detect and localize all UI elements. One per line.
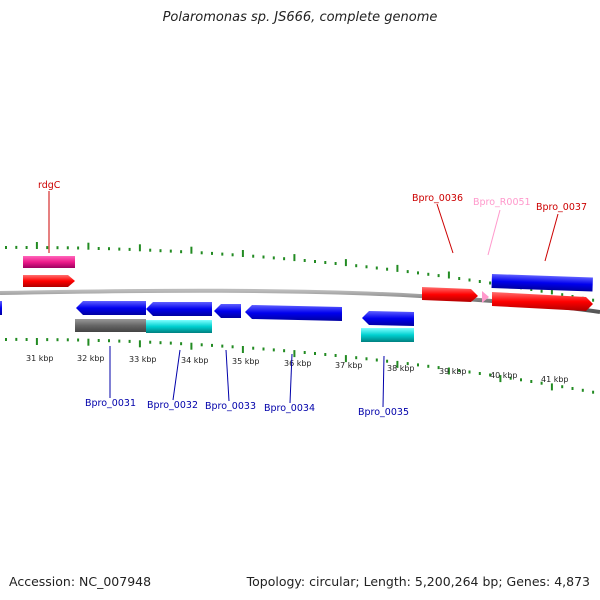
- bpro-0036-gene[interactable]: [422, 287, 478, 302]
- bpro-0037-cds[interactable]: [491, 274, 593, 292]
- scale-label-33kbp: 33 kbp: [129, 355, 157, 364]
- bpro-r0051-feature[interactable]: [482, 291, 489, 303]
- bpro-0037-gene[interactable]: [492, 292, 593, 311]
- gene-label-rdgC[interactable]: rdgC: [38, 180, 61, 191]
- genome-summary-text: Topology: circular; Length: 5,200,264 bp…: [246, 574, 590, 589]
- scale-label-34kbp: 34 kbp: [181, 356, 209, 365]
- gene-label-bpro-0035[interactable]: Bpro_0035: [358, 407, 409, 418]
- gene-label-bpro-0031[interactable]: Bpro_0031: [85, 398, 136, 409]
- gene-label-bpro-r0051[interactable]: Bpro_R0051: [473, 197, 531, 208]
- map-title: Polaromonas sp. JS666, complete genome: [162, 10, 438, 25]
- scale-label-31kbp: 31 kbp: [26, 354, 54, 363]
- scale-label-35kbp: 35 kbp: [232, 357, 260, 366]
- bpro-0031-gene[interactable]: [76, 301, 146, 315]
- bpro-0032-gene[interactable]: [146, 302, 212, 316]
- scale-labels: 31 kbp 32 kbp 33 kbp 34 kbp 35 kbp 36 kb…: [26, 354, 569, 384]
- rdgC-gene[interactable]: [23, 275, 75, 287]
- scale-label-32kbp: 32 kbp: [77, 354, 105, 363]
- scale-label-39kbp: 39 kbp: [439, 367, 467, 376]
- scale-label-36kbp: 36 kbp: [284, 359, 312, 368]
- bpro-0032-feature[interactable]: [146, 320, 212, 333]
- gene-label-bpro-0032[interactable]: Bpro_0032: [147, 400, 198, 411]
- scale-label-38kbp: 38 kbp: [387, 364, 415, 373]
- bpro-0035-gene[interactable]: [362, 311, 414, 326]
- rdgC-rna-feature[interactable]: [23, 256, 75, 268]
- scale-label-37kbp: 37 kbp: [335, 361, 363, 370]
- gene-label-bpro-0036[interactable]: Bpro_0036: [412, 193, 463, 204]
- bpro-0035-feature[interactable]: [361, 328, 414, 342]
- reverse-strand-ticks: [5, 337, 595, 394]
- edge-gene-left[interactable]: [0, 301, 2, 315]
- gene-label-bpro-0037[interactable]: Bpro_0037: [536, 202, 587, 213]
- bpro-0034-gene[interactable]: [245, 305, 342, 321]
- label-leader-lines: [48, 191, 559, 408]
- scale-label-40kbp: 40 kbp: [490, 371, 518, 380]
- bpro-0031-feature[interactable]: [75, 319, 146, 332]
- gene-label-bpro-0033[interactable]: Bpro_0033: [205, 401, 256, 412]
- scale-label-41kbp: 41 kbp: [541, 375, 569, 384]
- gene-label-bpro-0034[interactable]: Bpro_0034: [264, 403, 315, 414]
- bpro-0033-gene[interactable]: [214, 304, 241, 318]
- accession-text: Accession: NC_007948: [9, 574, 152, 589]
